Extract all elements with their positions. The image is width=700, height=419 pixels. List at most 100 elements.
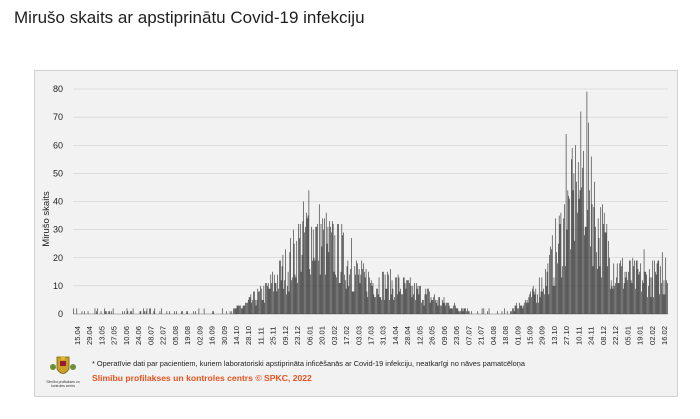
- daily-deaths-bar: [288, 291, 290, 314]
- x-tick-label: 04.08: [489, 326, 498, 345]
- daily-deaths-bar: [377, 294, 379, 314]
- daily-deaths-bar: [269, 288, 271, 314]
- daily-deaths-bar: [435, 302, 437, 314]
- daily-deaths-bar: [549, 254, 550, 314]
- daily-deaths-bar: [535, 288, 537, 314]
- daily-deaths-bar: [586, 91, 588, 314]
- daily-deaths-bar: [371, 285, 373, 315]
- daily-deaths-bar: [284, 280, 285, 314]
- daily-deaths-bar: [396, 294, 398, 314]
- daily-deaths-bar: [651, 277, 653, 314]
- daily-deaths-bar: [367, 297, 369, 315]
- daily-deaths-bar: [298, 224, 299, 314]
- daily-deaths-bar: [566, 229, 568, 315]
- daily-deaths-bar: [132, 308, 134, 315]
- daily-deaths-bar: [558, 215, 560, 314]
- daily-deaths-bar: [542, 291, 544, 314]
- daily-deaths-bar: [510, 311, 511, 314]
- x-tick-label: 14.04: [391, 326, 400, 345]
- daily-deaths-bar: [149, 308, 150, 315]
- daily-deaths-bar: [638, 274, 640, 315]
- daily-deaths-bar: [242, 305, 244, 314]
- daily-deaths-bar: [613, 263, 615, 315]
- logo-caption: Slimību profilakses un kontroles centrs: [46, 380, 80, 388]
- daily-deaths-bar: [663, 280, 665, 314]
- daily-deaths-bar: [326, 243, 328, 314]
- daily-deaths-bar: [365, 269, 367, 314]
- x-tick-label: 16.09: [208, 326, 217, 345]
- daily-deaths-bar: [161, 308, 162, 315]
- daily-deaths-bar: [416, 288, 418, 314]
- daily-deaths-bar: [627, 280, 628, 314]
- daily-deaths-bar: [608, 240, 609, 315]
- x-tick-label: 29.09: [538, 326, 547, 345]
- y-tick-label: 70: [53, 112, 63, 122]
- daily-deaths-bar: [379, 297, 381, 315]
- daily-deaths-bar: [607, 266, 608, 314]
- daily-deaths-bar: [248, 297, 250, 315]
- daily-deaths-bar: [452, 308, 453, 315]
- daily-deaths-bar: [278, 288, 279, 314]
- daily-deaths-bar: [606, 224, 608, 314]
- daily-deaths-bar: [453, 305, 454, 314]
- daily-deaths-bar: [643, 249, 645, 314]
- daily-deaths-bar: [126, 308, 128, 315]
- daily-deaths-bar: [603, 224, 604, 314]
- daily-deaths-bar: [229, 311, 231, 314]
- daily-deaths-bar: [512, 308, 514, 315]
- x-axis: 15.04 29.04 13.05 27.05 10.06 24.06 08.07 22.07…: [73, 326, 669, 345]
- daily-deaths-bar: [447, 302, 448, 314]
- daily-deaths-bar: [329, 221, 330, 314]
- daily-deaths-bar: [649, 277, 651, 314]
- x-tick-label: 22.07: [159, 326, 168, 345]
- daily-deaths-bar: [383, 271, 384, 314]
- daily-deaths-bar: [531, 297, 532, 315]
- daily-deaths-bar: [406, 280, 408, 314]
- daily-deaths-bar: [299, 238, 300, 314]
- daily-deaths-bar: [625, 277, 627, 314]
- daily-deaths-bar: [501, 311, 503, 314]
- daily-deaths-bar: [443, 297, 445, 315]
- daily-deaths-bar: [263, 285, 265, 315]
- daily-deaths-bar: [537, 294, 538, 314]
- daily-deaths-bar: [429, 302, 431, 314]
- daily-deaths-bar: [330, 226, 331, 314]
- daily-deaths-bar: [432, 299, 434, 314]
- daily-deaths-bar: [357, 263, 358, 315]
- daily-deaths-bar: [341, 224, 343, 314]
- daily-deaths-bar: [423, 305, 425, 314]
- daily-deaths-bar: [483, 308, 485, 315]
- daily-deaths-bar: [609, 257, 610, 314]
- daily-deaths-bar: [280, 280, 282, 314]
- daily-deaths-bar: [633, 266, 634, 314]
- daily-deaths-bar: [76, 308, 78, 315]
- daily-deaths-bar: [256, 299, 258, 314]
- daily-deaths-bar: [338, 283, 340, 314]
- daily-deaths-bar: [515, 305, 517, 314]
- y-tick-label: 10: [53, 281, 63, 291]
- x-tick-label: 09.12: [281, 326, 290, 345]
- x-tick-label: 01.09: [513, 326, 522, 345]
- daily-deaths-bar: [291, 280, 292, 314]
- daily-deaths-bar: [343, 232, 344, 314]
- x-tick-label: 09.06: [440, 326, 449, 345]
- daily-deaths-bar: [370, 280, 372, 314]
- daily-deaths-bar: [87, 311, 89, 314]
- daily-deaths-bar: [441, 305, 442, 314]
- y-axis-label: Mirušo skaits: [41, 191, 52, 247]
- daily-deaths-bar: [346, 266, 348, 314]
- daily-deaths-bar: [392, 288, 394, 314]
- daily-deaths-bar: [360, 274, 362, 315]
- daily-deaths-bar: [169, 311, 170, 314]
- daily-deaths-bar: [363, 263, 364, 315]
- daily-deaths-bar: [245, 302, 246, 314]
- daily-deaths-bar: [618, 283, 620, 314]
- daily-deaths-bar: [261, 299, 263, 314]
- daily-deaths-bar: [422, 299, 424, 314]
- daily-deaths-bar: [318, 204, 320, 314]
- daily-deaths-bar: [421, 302, 422, 314]
- daily-deaths-bar: [231, 311, 233, 314]
- daily-deaths-bar: [195, 311, 196, 314]
- daily-deaths-bar: [328, 252, 330, 315]
- daily-deaths-bar: [583, 235, 585, 314]
